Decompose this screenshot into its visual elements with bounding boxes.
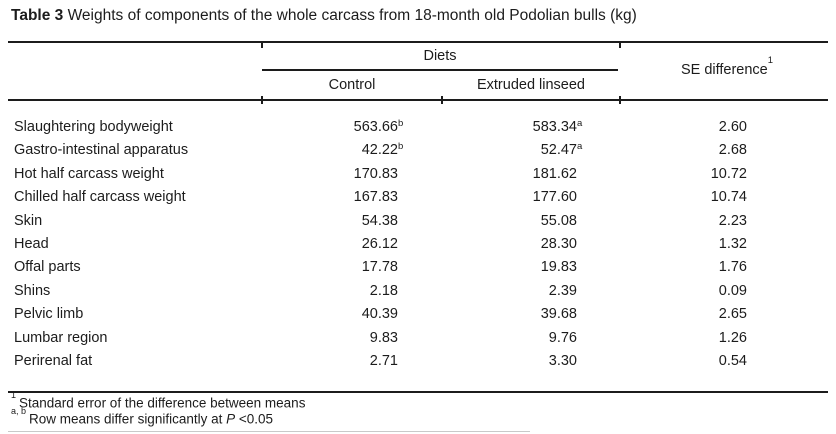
footnote-significance-text: Row means differ significantly at — [29, 412, 226, 427]
footnote-p-threshold: <0.05 — [235, 412, 273, 427]
footnote-p-symbol: P — [226, 412, 235, 427]
se-number: 2.65 — [719, 306, 747, 322]
se-value: 10.74 — [711, 186, 747, 209]
table-row: Gastro-intestinal apparatus 42.22b 52.47… — [8, 139, 828, 162]
se-value: 1.32 — [719, 233, 747, 256]
se-value-cell: 10.72 — [8, 163, 747, 186]
linseed-column-header: Extruded linseed — [442, 74, 620, 96]
se-number: 10.74 — [711, 189, 747, 205]
table-row: Lumbar region 9.83 9.76 1.26 — [8, 327, 828, 350]
se-difference-column-header: SE difference1 — [626, 41, 828, 99]
column-boundary-tick — [441, 96, 443, 104]
se-value-cell: 1.76 — [8, 256, 747, 279]
page-bottom-faint-rule — [8, 431, 530, 432]
se-value-cell: 2.60 — [8, 116, 747, 139]
table-row: Chilled half carcass weight 167.83 177.6… — [8, 186, 828, 209]
footnote-se: 1Standard error of the difference betwee… — [11, 394, 305, 410]
se-value-cell: 10.74 — [8, 186, 747, 209]
se-number: 0.54 — [719, 353, 747, 369]
table-caption-text: Weights of components of the whole carca… — [68, 7, 637, 24]
se-value-cell: 0.09 — [8, 280, 747, 303]
se-value: 10.72 — [711, 163, 747, 186]
table-body: Slaughtering bodyweight 563.66b 583.34a … — [8, 116, 828, 373]
table-row: Offal parts 17.78 19.83 1.76 — [8, 256, 828, 279]
se-value-cell: 2.68 — [8, 139, 747, 162]
column-boundary-tick — [619, 96, 621, 104]
footnote-se-superscript: 1 — [11, 390, 16, 400]
table-row: Slaughtering bodyweight 563.66b 583.34a … — [8, 116, 828, 139]
body-bottom-rule — [8, 391, 828, 393]
table-row: Hot half carcass weight 170.83 181.62 10… — [8, 163, 828, 186]
se-number: 2.60 — [719, 119, 747, 135]
table-row: Shins 2.18 2.39 0.09 — [8, 280, 828, 303]
table-row: Perirenal fat 2.71 3.30 0.54 — [8, 350, 828, 373]
se-number: 1.32 — [719, 236, 747, 252]
se-header-superscript: 1 — [768, 55, 773, 66]
se-value: 2.23 — [719, 210, 747, 233]
se-value-cell: 2.65 — [8, 303, 747, 326]
se-value: 2.68 — [719, 139, 747, 162]
se-value: 2.65 — [719, 303, 747, 326]
header-bottom-rule — [8, 99, 828, 101]
footnote-se-text: Standard error of the difference between… — [19, 396, 305, 411]
se-number: 10.72 — [711, 166, 747, 182]
diets-underline-rule — [262, 69, 618, 71]
table-row: Skin 54.38 55.08 2.23 — [8, 210, 828, 233]
se-value: 1.26 — [719, 327, 747, 350]
document-page: Table 3 Weights of components of the who… — [0, 0, 836, 434]
se-number: 1.76 — [719, 259, 747, 275]
se-value-cell: 0.54 — [8, 350, 747, 373]
column-boundary-tick — [261, 96, 263, 104]
table-row: Head 26.12 28.30 1.32 — [8, 233, 828, 256]
footnote-significance: a, bRow means differ significantly at P … — [11, 410, 273, 426]
se-number: 2.23 — [719, 213, 747, 229]
control-column-header: Control — [262, 74, 442, 96]
se-value-cell: 1.32 — [8, 233, 747, 256]
se-header-text: SE difference — [681, 62, 768, 78]
footnote-significance-superscript: a, b — [11, 406, 26, 416]
se-number: 0.09 — [719, 283, 747, 299]
se-value: 2.60 — [719, 116, 747, 139]
table-caption: Table 3 Weights of components of the who… — [11, 7, 637, 25]
se-number: 1.26 — [719, 330, 747, 346]
diets-group-header: Diets — [262, 45, 618, 67]
column-boundary-tick — [619, 41, 621, 48]
se-value: 1.76 — [719, 256, 747, 279]
se-value-cell: 1.26 — [8, 327, 747, 350]
se-value-cell: 2.23 — [8, 210, 747, 233]
se-value: 0.54 — [719, 350, 747, 373]
table-row: Pelvic limb 40.39 39.68 2.65 — [8, 303, 828, 326]
se-value: 0.09 — [719, 280, 747, 303]
se-number: 2.68 — [719, 142, 747, 158]
table-caption-number: Table 3 — [11, 7, 63, 24]
